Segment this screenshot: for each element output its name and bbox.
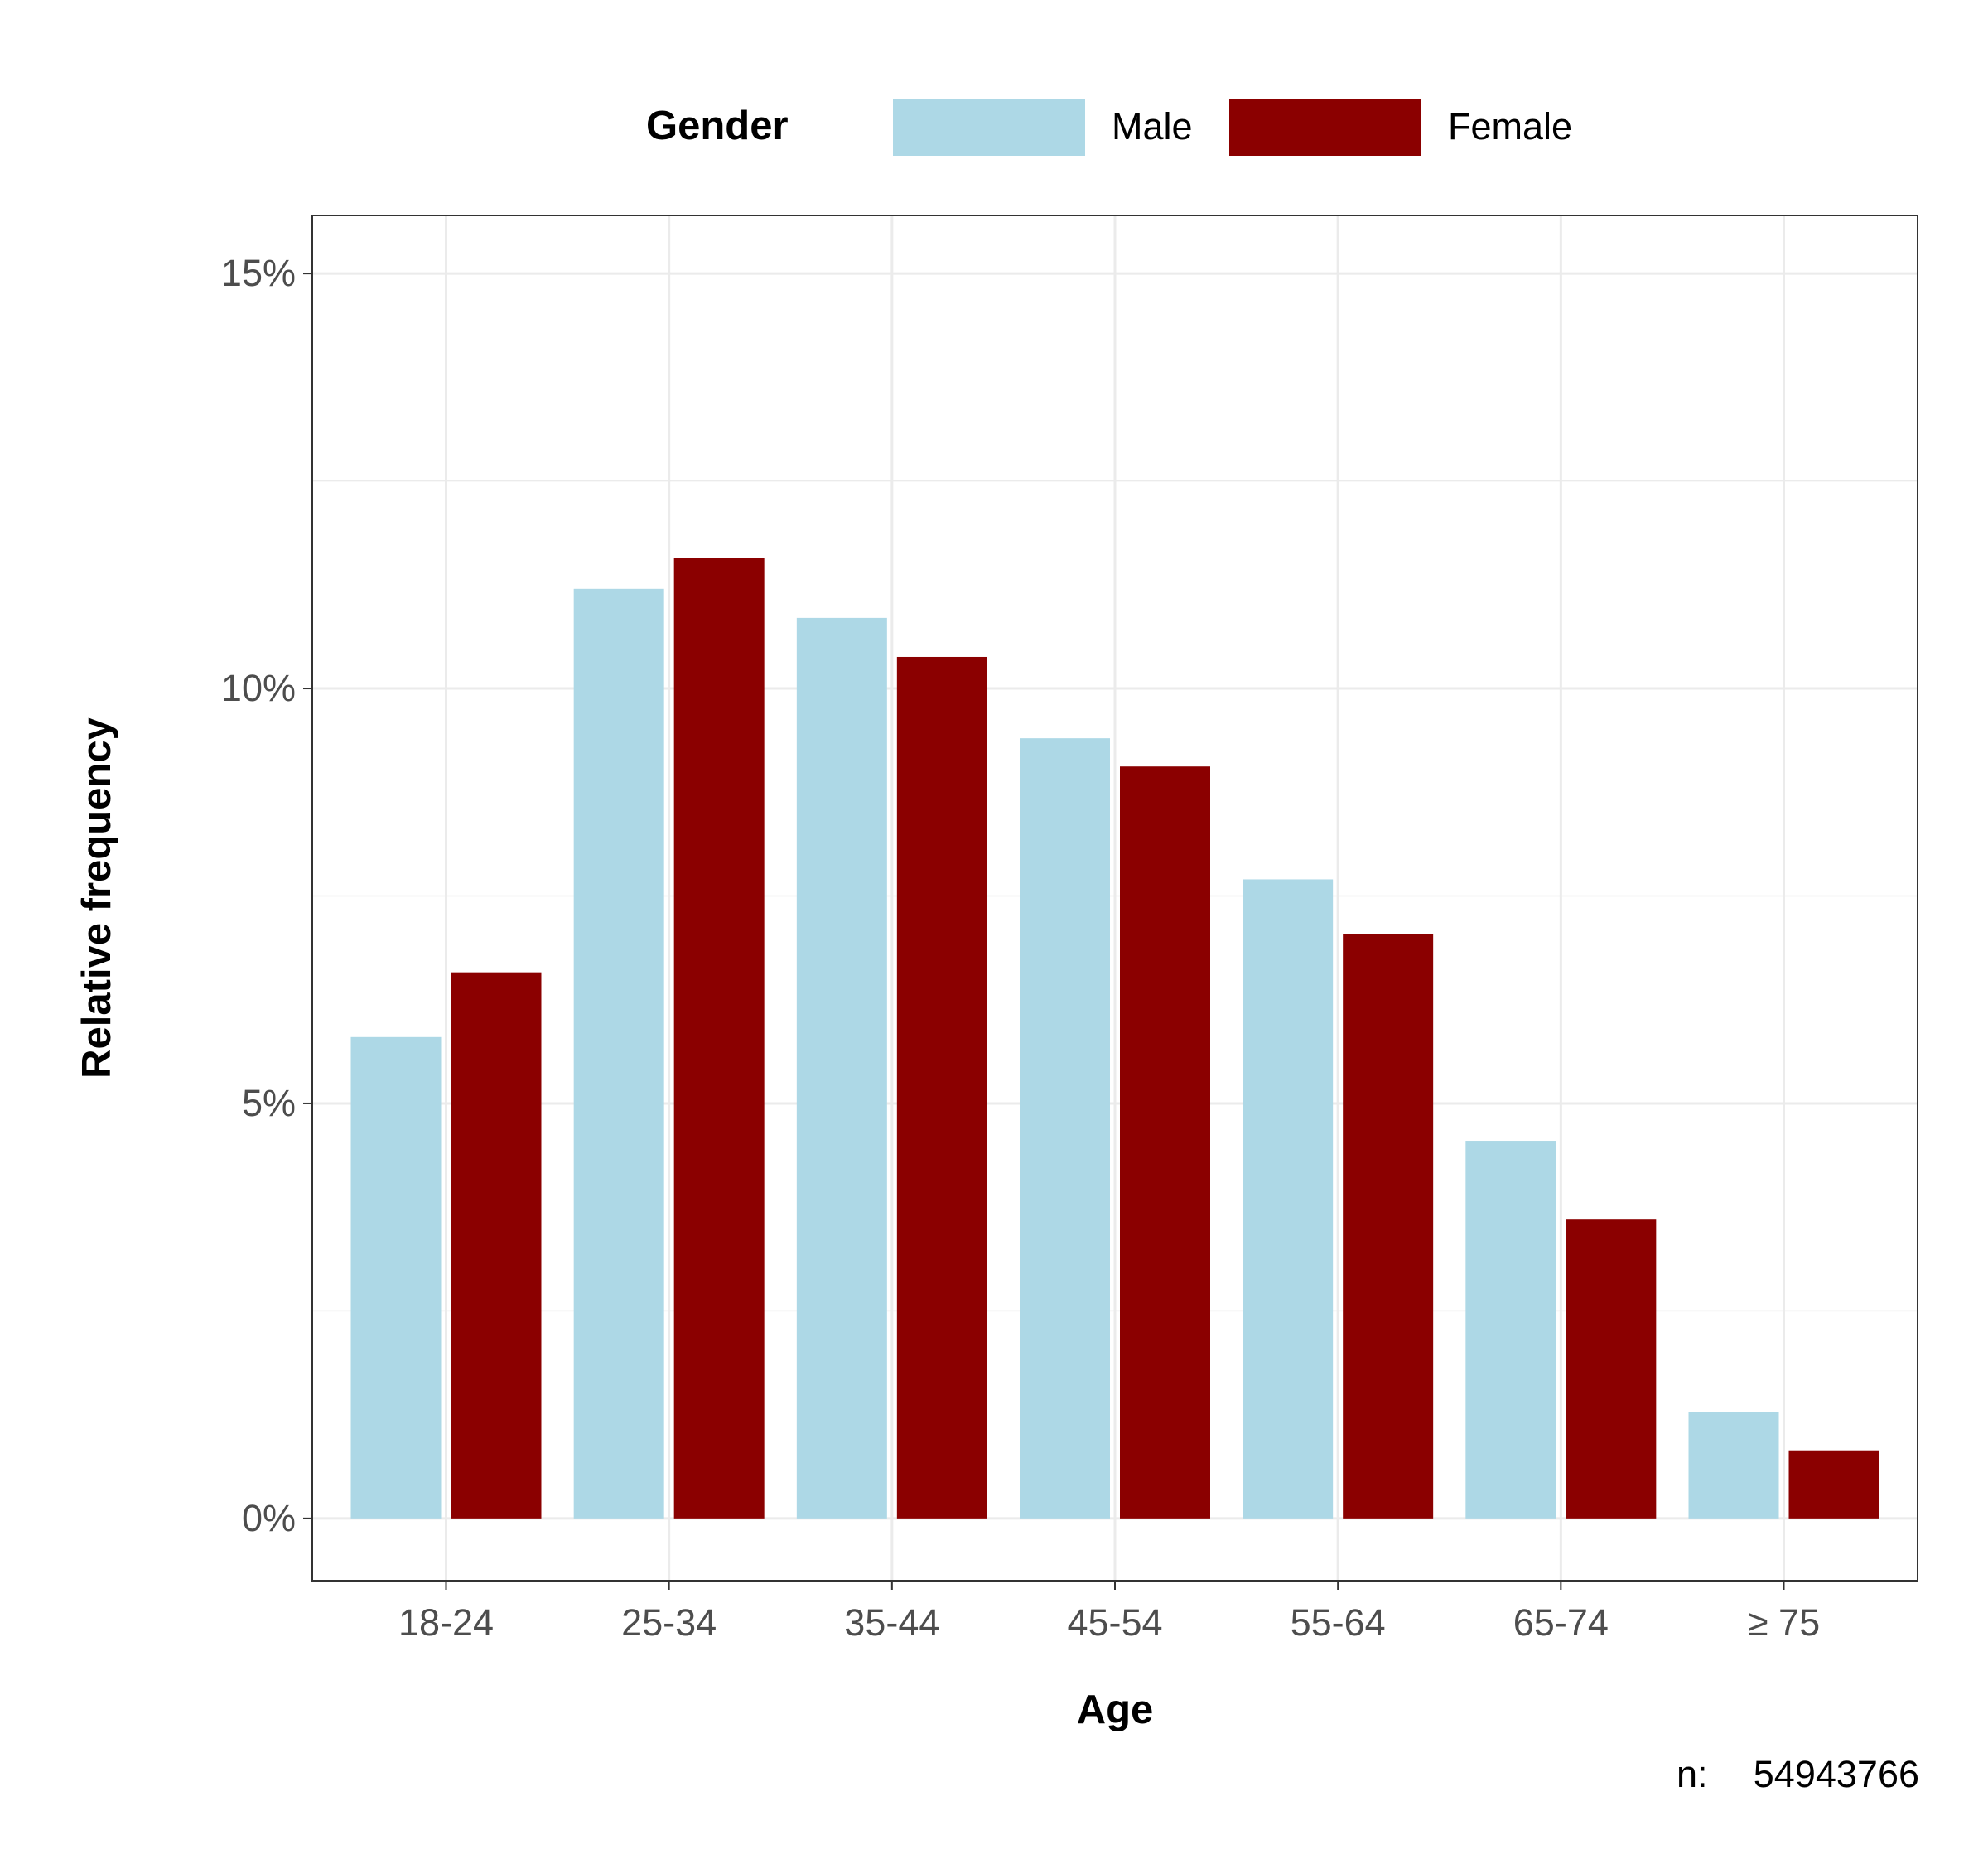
x-tick-label: 55-64 (1291, 1601, 1386, 1644)
gridlines (312, 215, 1918, 1581)
y-tick-label: 15% (221, 252, 296, 294)
bar-male-3 (796, 617, 887, 1519)
legend-title: Gender (646, 104, 789, 148)
bar-male-2 (573, 588, 664, 1519)
legend-label-female: Female (1448, 105, 1572, 147)
legend: Gender Male Female (646, 99, 1572, 156)
x-tick-label: ≥ 75 (1748, 1601, 1820, 1644)
sample-size-value: 54943766 (1754, 1753, 1919, 1795)
y-tick-label: 10% (221, 667, 296, 709)
x-tick-label: 18-24 (398, 1601, 494, 1644)
x-tick-label: 45-54 (1067, 1601, 1162, 1644)
sample-size-label: n: (1677, 1753, 1708, 1795)
bar-female-2 (673, 558, 765, 1519)
x-tick-label: 35-44 (844, 1601, 939, 1644)
x-axis-ticks: 18-24 25-34 35-44 45-54 55-64 65-74 ≥ 75 (398, 1581, 1820, 1644)
bar-female-6 (1566, 1219, 1657, 1519)
bar-female-1 (451, 972, 542, 1519)
bar-female-3 (896, 656, 987, 1519)
bar-male-6 (1465, 1141, 1556, 1519)
y-tick-label: 0% (242, 1497, 296, 1539)
x-tick-label: 25-34 (621, 1601, 717, 1644)
legend-label-male: Male (1112, 105, 1193, 147)
bar-male-5 (1242, 879, 1334, 1519)
bars (350, 558, 1879, 1519)
y-axis-title: Relative frequency (75, 717, 119, 1079)
bar-male-1 (350, 1036, 442, 1519)
x-axis-title: Age (1077, 1688, 1154, 1732)
bar-female-4 (1120, 766, 1210, 1519)
sample-size-note: n: 54943766 (1677, 1753, 1919, 1795)
bar-female-7 (1788, 1450, 1879, 1519)
y-tick-label: 5% (242, 1082, 296, 1124)
y-axis-ticks: 0% 5% 10% 15% (221, 252, 312, 1539)
bar-male-7 (1688, 1412, 1779, 1519)
legend-swatch-female (1229, 99, 1421, 156)
bar-female-5 (1343, 934, 1434, 1519)
legend-swatch-male (893, 99, 1085, 156)
x-tick-label: 65-74 (1513, 1601, 1609, 1644)
bar-male-4 (1020, 738, 1110, 1519)
